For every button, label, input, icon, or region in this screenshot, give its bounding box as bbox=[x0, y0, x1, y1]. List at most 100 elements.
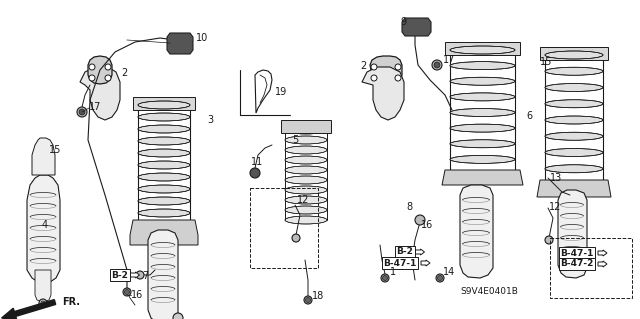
Polygon shape bbox=[281, 120, 331, 133]
Text: 9: 9 bbox=[400, 17, 406, 27]
Ellipse shape bbox=[450, 171, 515, 179]
Ellipse shape bbox=[450, 46, 515, 54]
FancyArrow shape bbox=[421, 260, 430, 266]
Text: 6: 6 bbox=[526, 111, 532, 121]
Polygon shape bbox=[88, 56, 112, 84]
Text: 15: 15 bbox=[49, 145, 61, 155]
Ellipse shape bbox=[138, 125, 190, 133]
Circle shape bbox=[434, 62, 440, 68]
Ellipse shape bbox=[545, 84, 603, 92]
Circle shape bbox=[438, 276, 442, 280]
Ellipse shape bbox=[450, 124, 515, 132]
Ellipse shape bbox=[450, 93, 515, 101]
Circle shape bbox=[79, 109, 85, 115]
Ellipse shape bbox=[285, 126, 327, 134]
Polygon shape bbox=[80, 67, 120, 120]
Polygon shape bbox=[362, 67, 404, 120]
Text: 7: 7 bbox=[142, 271, 148, 281]
Ellipse shape bbox=[138, 173, 190, 181]
Polygon shape bbox=[445, 42, 520, 55]
Ellipse shape bbox=[138, 137, 190, 145]
Text: B-47-1: B-47-1 bbox=[383, 258, 417, 268]
Ellipse shape bbox=[138, 161, 190, 169]
Ellipse shape bbox=[138, 113, 190, 121]
Circle shape bbox=[305, 298, 310, 302]
Ellipse shape bbox=[138, 185, 190, 193]
Ellipse shape bbox=[285, 186, 327, 194]
Polygon shape bbox=[558, 190, 587, 278]
Circle shape bbox=[173, 313, 183, 319]
Polygon shape bbox=[133, 97, 195, 110]
Text: B-47-1: B-47-1 bbox=[560, 249, 594, 257]
Polygon shape bbox=[460, 185, 493, 278]
Polygon shape bbox=[32, 138, 55, 175]
Polygon shape bbox=[130, 220, 198, 245]
Circle shape bbox=[105, 75, 111, 81]
Circle shape bbox=[415, 215, 425, 225]
Circle shape bbox=[545, 236, 553, 244]
Text: B-47-2: B-47-2 bbox=[560, 259, 594, 269]
Polygon shape bbox=[35, 270, 51, 302]
Polygon shape bbox=[148, 230, 178, 319]
Ellipse shape bbox=[450, 62, 515, 70]
Circle shape bbox=[123, 288, 131, 296]
Circle shape bbox=[77, 107, 87, 117]
Ellipse shape bbox=[285, 196, 327, 204]
Text: 2: 2 bbox=[121, 68, 127, 78]
Polygon shape bbox=[370, 56, 402, 84]
Ellipse shape bbox=[545, 51, 603, 59]
Text: 12: 12 bbox=[297, 195, 309, 205]
Ellipse shape bbox=[285, 216, 327, 224]
Circle shape bbox=[39, 299, 47, 307]
Circle shape bbox=[304, 296, 312, 304]
Bar bbox=[550, 238, 632, 298]
Text: 19: 19 bbox=[275, 87, 287, 97]
Text: S9V4E0401B: S9V4E0401B bbox=[460, 286, 518, 295]
Text: 2: 2 bbox=[360, 61, 366, 71]
Circle shape bbox=[371, 64, 377, 70]
Ellipse shape bbox=[138, 209, 190, 217]
FancyArrow shape bbox=[131, 272, 140, 278]
Circle shape bbox=[105, 64, 111, 70]
Circle shape bbox=[436, 274, 444, 282]
Polygon shape bbox=[27, 175, 60, 283]
Ellipse shape bbox=[138, 149, 190, 157]
Text: 1: 1 bbox=[390, 267, 396, 277]
Text: FR.: FR. bbox=[62, 297, 80, 307]
Ellipse shape bbox=[545, 181, 603, 189]
Ellipse shape bbox=[545, 67, 603, 75]
Ellipse shape bbox=[450, 77, 515, 85]
Circle shape bbox=[395, 64, 401, 70]
Polygon shape bbox=[540, 47, 608, 60]
Ellipse shape bbox=[450, 155, 515, 163]
Ellipse shape bbox=[285, 136, 327, 144]
Polygon shape bbox=[537, 180, 611, 197]
Text: 14: 14 bbox=[443, 267, 455, 277]
Circle shape bbox=[371, 75, 377, 81]
Text: 3: 3 bbox=[207, 115, 213, 125]
Ellipse shape bbox=[138, 221, 190, 229]
FancyArrow shape bbox=[415, 249, 424, 255]
Ellipse shape bbox=[138, 101, 190, 109]
Circle shape bbox=[383, 276, 387, 280]
Ellipse shape bbox=[285, 166, 327, 174]
Circle shape bbox=[89, 64, 95, 70]
Circle shape bbox=[395, 75, 401, 81]
FancyArrow shape bbox=[598, 250, 607, 256]
Circle shape bbox=[125, 290, 129, 294]
FancyArrow shape bbox=[598, 261, 607, 267]
Circle shape bbox=[292, 234, 300, 242]
Text: B-2: B-2 bbox=[397, 248, 413, 256]
Text: 5: 5 bbox=[292, 135, 298, 145]
Ellipse shape bbox=[545, 100, 603, 108]
Text: B-2: B-2 bbox=[111, 271, 129, 279]
FancyArrow shape bbox=[1, 300, 56, 319]
Bar bbox=[250, 188, 318, 268]
Ellipse shape bbox=[545, 149, 603, 157]
Ellipse shape bbox=[545, 132, 603, 140]
Ellipse shape bbox=[450, 108, 515, 116]
Circle shape bbox=[432, 60, 442, 70]
Text: 17: 17 bbox=[443, 55, 456, 65]
Circle shape bbox=[41, 301, 45, 305]
Ellipse shape bbox=[138, 197, 190, 205]
